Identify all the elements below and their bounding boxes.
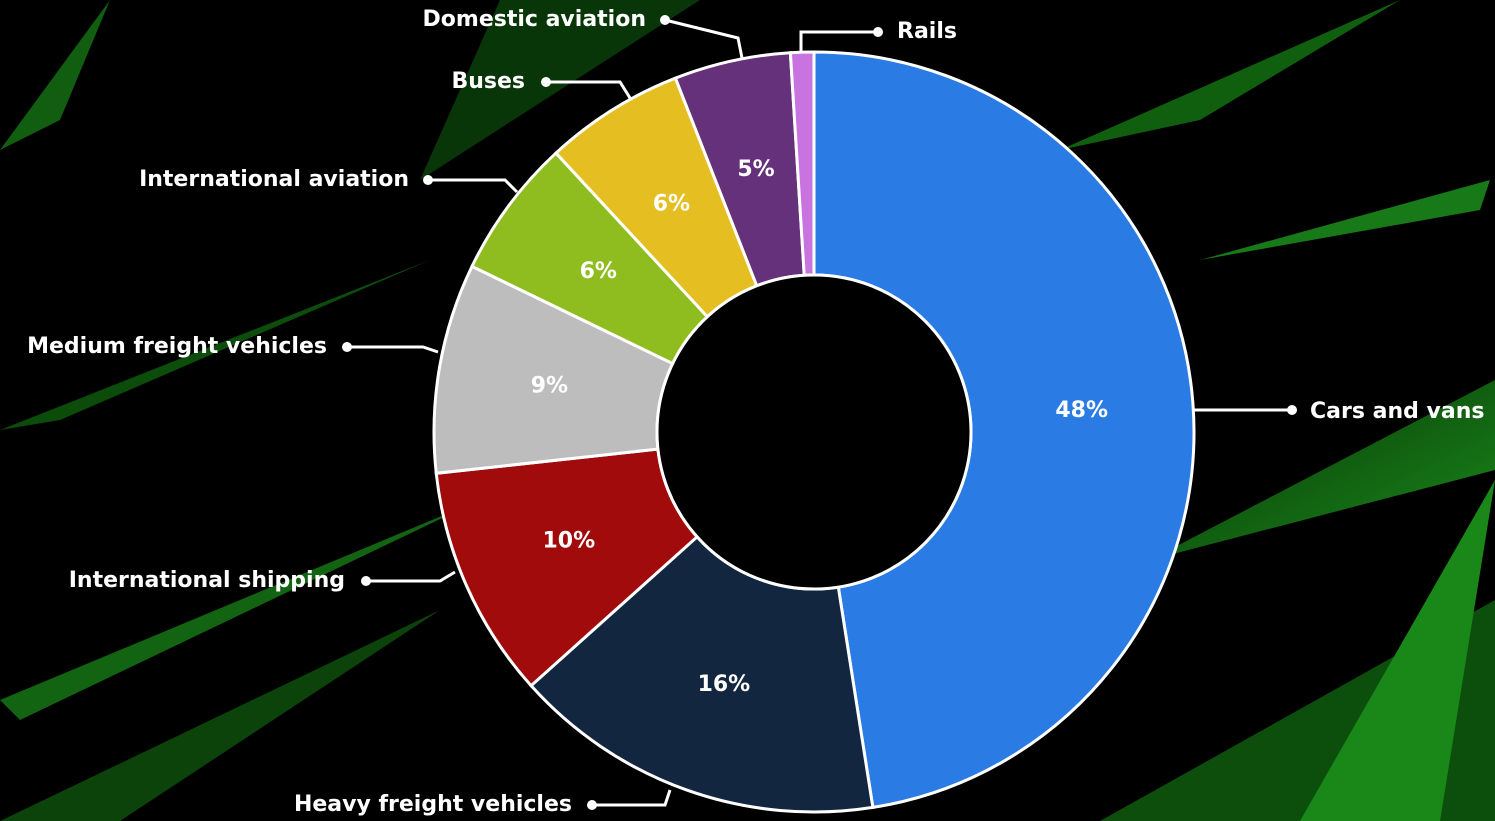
category-label: Domestic aviation (423, 7, 646, 32)
chart: 48% Cars and vans 16% Heavy freight vehicle… (0, 0, 1495, 821)
category-label: International shipping (69, 568, 345, 593)
leader-dot (587, 800, 597, 810)
leader-dot (660, 15, 670, 25)
category-label: Heavy freight vehicles (294, 792, 572, 817)
value-label: 48% (1055, 398, 1108, 423)
value-label: 5% (737, 157, 774, 182)
leader-dot (342, 342, 352, 352)
value-label: 16% (698, 672, 751, 697)
leader-dot (423, 175, 433, 185)
value-label: 6% (580, 259, 617, 284)
value-label: 6% (653, 191, 690, 216)
leader-dot (541, 77, 551, 87)
leader-dot (1287, 405, 1297, 415)
leader-dot (873, 27, 883, 37)
category-label: International aviation (139, 167, 409, 192)
category-label: Rails (897, 19, 957, 44)
value-label: 9% (531, 373, 568, 398)
category-label: Cars and vans (1310, 399, 1484, 424)
leader-dot (361, 576, 371, 586)
category-label: Medium freight vehicles (27, 334, 327, 359)
donut-hole (657, 275, 971, 589)
category-label: Buses (451, 69, 525, 94)
value-label: 10% (542, 528, 595, 553)
